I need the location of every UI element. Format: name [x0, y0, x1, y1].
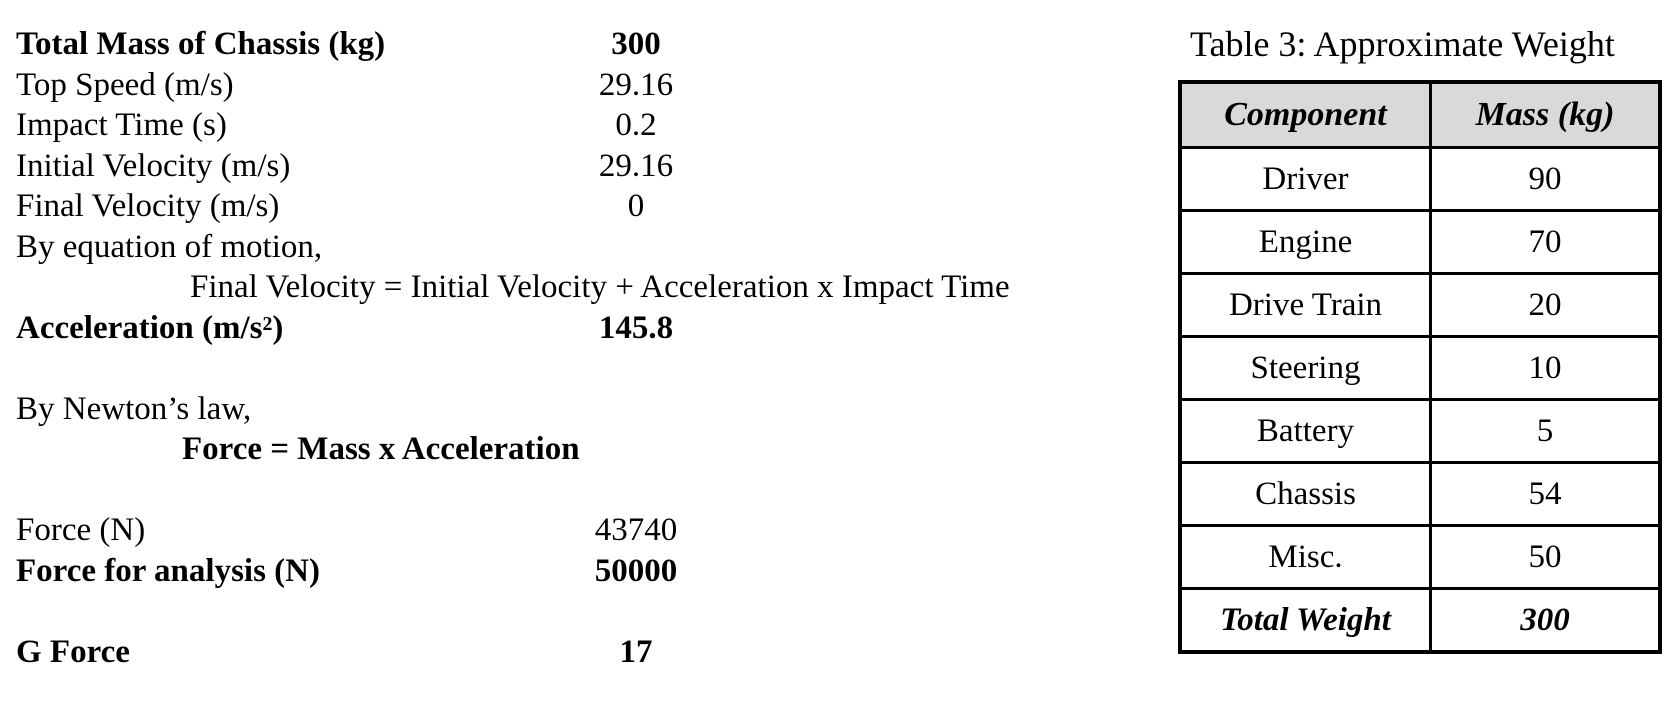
- motion-equation: Final Velocity = Initial Velocity + Acce…: [190, 269, 1010, 305]
- g-force-row: G Force 17: [16, 632, 1076, 673]
- total-mass-label: Total Mass of Chassis (kg): [16, 26, 386, 62]
- component-cell: Misc.: [1178, 524, 1432, 590]
- mass-cell: 90: [1429, 146, 1662, 212]
- mass-cell: 10: [1429, 335, 1662, 401]
- column-header-mass: Mass (kg): [1429, 80, 1662, 149]
- g-force-label: G Force: [16, 633, 130, 670]
- total-mass-row: Total Mass of Chassis (kg) 300: [16, 24, 1076, 65]
- table-row: Misc. 50: [1178, 524, 1662, 590]
- acceleration-label: Acceleration (m/s2): [16, 308, 283, 349]
- newton-intro-row: By Newton’s law,: [16, 389, 1076, 430]
- initial-velocity-label: Initial Velocity (m/s): [16, 147, 291, 184]
- force-analysis-value: 50000: [594, 552, 678, 589]
- acceleration-row: Acceleration (m/s2) 145.8: [16, 308, 1076, 349]
- component-cell: Steering: [1178, 335, 1432, 401]
- impact-time-label: Impact Time (s): [16, 107, 227, 143]
- final-velocity-label: Final Velocity (m/s): [16, 188, 280, 224]
- column-header-component: Component: [1178, 80, 1432, 149]
- motion-intro-text: By equation of motion,: [16, 228, 323, 265]
- mass-cell: 54: [1429, 461, 1662, 527]
- table-row: Chassis 54: [1178, 461, 1662, 527]
- table-header-row: Component Mass (kg): [1178, 80, 1662, 149]
- top-speed-value: 29.16: [598, 66, 674, 103]
- top-speed-row: Top Speed (m/s) 29.16: [16, 65, 1076, 106]
- motion-intro-row: By equation of motion,: [16, 227, 1076, 268]
- initial-velocity-row: Initial Velocity (m/s) 29.16: [16, 146, 1076, 187]
- force-analysis-label: Force for analysis (N): [16, 552, 320, 589]
- component-cell: Drive Train: [1178, 272, 1432, 338]
- component-cell: Driver: [1178, 146, 1432, 212]
- force-analysis-row: Force for analysis (N) 50000: [16, 551, 1076, 592]
- table-row: Engine 70: [1178, 209, 1662, 275]
- final-velocity-row: Final Velocity (m/s) 0: [16, 186, 1076, 227]
- acceleration-exponent: 2: [262, 312, 273, 335]
- table-row: Battery 5: [1178, 398, 1662, 464]
- spacer: [16, 470, 1076, 511]
- mass-cell: 5: [1429, 398, 1662, 464]
- weight-table: Component Mass (kg) Driver 90 Engine 70 …: [1178, 80, 1662, 654]
- table-row: Driver 90: [1178, 146, 1662, 212]
- top-speed-label: Top Speed (m/s): [16, 66, 234, 103]
- mass-cell: 50: [1429, 524, 1662, 590]
- force-value: 43740: [594, 512, 678, 548]
- impact-time-value: 0.2: [615, 107, 657, 143]
- total-row: Total Weight 300: [1178, 587, 1662, 654]
- newton-equation-row: Force = Mass x Acceleration: [16, 429, 1076, 470]
- total-mass-value: 300: [611, 26, 661, 62]
- mass-cell: 70: [1429, 209, 1662, 275]
- force-calculation: Total Mass of Chassis (kg) 300 Top Speed…: [16, 24, 1076, 672]
- force-row: Force (N) 43740: [16, 510, 1076, 551]
- component-cell: Engine: [1178, 209, 1432, 275]
- total-value-cell: 300: [1429, 587, 1662, 654]
- spacer: [16, 591, 1076, 632]
- spacer: [16, 348, 1076, 389]
- mass-cell: 20: [1429, 272, 1662, 338]
- acceleration-label-close: ): [272, 309, 284, 346]
- component-cell: Chassis: [1178, 461, 1432, 527]
- final-velocity-value: 0: [627, 188, 645, 224]
- newton-equation: Force = Mass x Acceleration: [182, 431, 580, 467]
- acceleration-value: 145.8: [598, 309, 674, 346]
- component-cell: Battery: [1178, 398, 1432, 464]
- initial-velocity-value: 29.16: [598, 147, 674, 184]
- force-label: Force (N): [16, 512, 146, 548]
- g-force-value: 17: [619, 633, 653, 670]
- impact-time-row: Impact Time (s) 0.2: [16, 105, 1076, 146]
- newton-intro-text: By Newton’s law,: [16, 390, 252, 427]
- motion-equation-row: Final Velocity = Initial Velocity + Acce…: [16, 267, 1076, 308]
- table-row: Drive Train 20: [1178, 272, 1662, 338]
- table-caption: Table 3: Approximate Weight: [1190, 24, 1615, 64]
- total-label-cell: Total Weight: [1178, 587, 1432, 654]
- table-row: Steering 10: [1178, 335, 1662, 401]
- acceleration-label-text: Acceleration (m/s: [16, 309, 263, 346]
